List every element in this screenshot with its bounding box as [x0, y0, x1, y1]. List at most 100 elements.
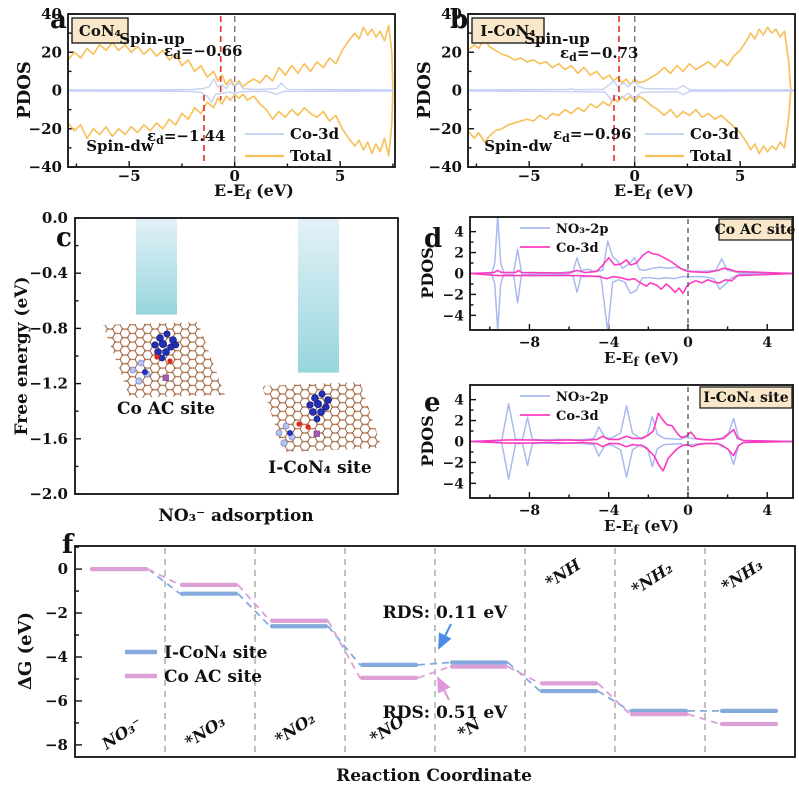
tick-label: 4 [454, 225, 464, 241]
panel-letter: f [62, 530, 75, 560]
step-label-no3-ads: *NO₃ [181, 711, 228, 751]
tick-label: −6 [45, 692, 68, 710]
y-axis-label: ΔG (eV) [15, 612, 36, 690]
rds-annotation-coac: RDS: 0.51 eV [383, 703, 508, 723]
step-label-nh3: *NH₃ [718, 555, 766, 596]
tick-label: 0 [683, 503, 693, 519]
dos-curve [68, 90, 394, 103]
energy-connector [597, 682, 631, 715]
tick-label: −8 [519, 503, 540, 519]
panel-f-frame [74, 545, 796, 758]
rds-arrow-coac [437, 676, 451, 701]
dos-curve [68, 89, 394, 157]
tick-label: −1.6 [29, 430, 68, 448]
tick-label: −1.2 [29, 375, 68, 393]
d-band-center-dw-value: εd=−1.44 [147, 127, 226, 147]
rds-arrow-icon4 [438, 623, 452, 650]
molecule-co-ac-site: Co AC site [103, 322, 225, 419]
site-label-box [718, 218, 793, 241]
panel-a-frame [67, 13, 396, 168]
tick-label: 20 [41, 43, 62, 61]
tick-label: 5 [735, 167, 745, 185]
tick-label: −4 [443, 476, 465, 492]
panel-d-frame [469, 216, 794, 331]
tick-label: −5 [118, 167, 141, 185]
dos-curve [468, 26, 795, 92]
tick-label: −40 [29, 158, 62, 176]
spin-up-label: Spin-up [119, 30, 185, 48]
legend-label-co3d: Co-3d [556, 409, 599, 424]
spin-dw-label: Spin-dw [86, 137, 155, 155]
panel-e-frame [469, 384, 794, 499]
spin-dw-label: Spin-dw [484, 137, 553, 155]
tick-label: 0.0 [42, 209, 68, 227]
panel-c: 0.0 −0.4 −0.8 −1.2 −1.6 −2.0 c Free energy (e… [12, 209, 399, 526]
d-band-center-up-value: εd=−0.66 [164, 42, 243, 62]
tick-label: −2 [45, 604, 68, 622]
panel-letter: a [50, 5, 67, 35]
tick-label: 0 [58, 560, 68, 578]
curves-a [68, 24, 394, 157]
energy-connector [507, 661, 541, 692]
oxygen-atom [154, 354, 160, 360]
adsorption-energy-bar [136, 218, 177, 315]
tick-label: −8 [45, 736, 68, 754]
panel-letter: b [450, 5, 468, 35]
legend-label-no32p: NO₃-2p [556, 390, 608, 405]
energy-connector [147, 568, 181, 586]
energy-connector [237, 584, 271, 622]
energy-connector [687, 713, 721, 725]
dos-curve [470, 440, 793, 472]
dos-curve [470, 403, 793, 443]
dos-curve [470, 272, 793, 295]
material-label: CoN₄ [79, 22, 122, 40]
dos-curve [468, 80, 794, 91]
panel-b-frame [467, 13, 796, 168]
panel-b: −5 0 5 40 20 0 −20 −40 b I-CoN₄ Spin-up εd=−0.7… [414, 5, 796, 202]
tick-label: 40 [441, 5, 462, 23]
tick-label: −2 [443, 455, 464, 471]
tick-label: −4 [598, 503, 620, 519]
tick-label: 5 [335, 167, 345, 185]
y-axis-label: PDOS [14, 61, 35, 119]
energy-connector [147, 568, 181, 595]
site-caption: I-CoN₄ site [268, 458, 372, 478]
step-label-nh: *NH [542, 555, 585, 592]
panel-letter: e [424, 388, 441, 418]
tick-label: −2.0 [29, 485, 68, 503]
tick-label: −4 [443, 308, 465, 324]
tick-label: −2 [443, 287, 464, 303]
dos-curve [470, 412, 793, 443]
oxygen-atom [305, 424, 311, 430]
site-caption: Co AC site [117, 399, 215, 419]
tick-label: 0 [229, 167, 239, 185]
tick-label: −40 [429, 158, 462, 176]
panel-letter: c [56, 223, 72, 253]
legend-label-icon4: I-CoN₄ site [164, 643, 268, 663]
step-label-no3: NO₃⁻ [98, 713, 146, 753]
oxygen-atom [167, 358, 173, 364]
n4-atoms [129, 359, 151, 385]
dos-curve [468, 89, 795, 155]
x-axis-label: E-Ef (eV) [604, 517, 679, 537]
no3-cluster [151, 330, 180, 362]
legend-label-total: Total [290, 147, 332, 165]
curves-b [468, 26, 795, 155]
energy-connector [417, 661, 451, 666]
tick-label: −0.4 [29, 264, 68, 282]
tick-label: 0 [52, 82, 62, 100]
tick-label: −5 [518, 167, 541, 185]
curves-e [470, 403, 793, 480]
no3-cluster [306, 390, 332, 423]
dos-curve [470, 250, 793, 275]
dos-curve [68, 24, 394, 92]
tick-label: 20 [441, 43, 462, 61]
x-axis-label: E-Ef (eV) [604, 349, 679, 369]
tick-label: 0 [454, 435, 464, 451]
tick-label: −20 [29, 120, 62, 138]
d-band-center-dw-value: εd=−0.96 [553, 125, 632, 145]
energy-connector [417, 665, 451, 679]
energy-connector [237, 593, 271, 627]
panel-e: −8 −4 0 4 4 2 0 −2 −4 e NO₃-2p Co-3d I-CoN₄ site… [418, 384, 794, 537]
